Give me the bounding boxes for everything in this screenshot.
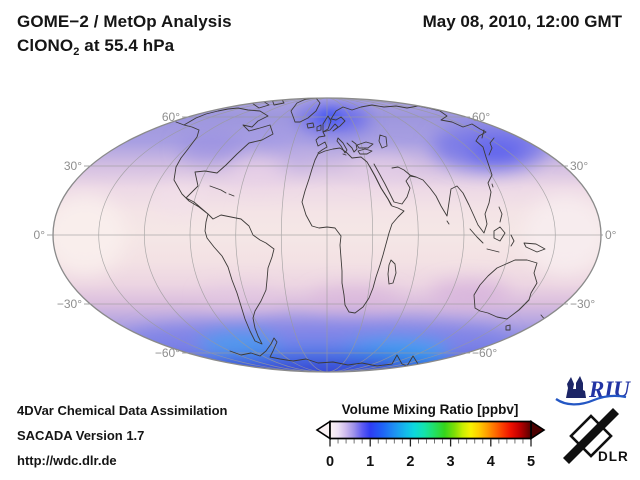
footer-line-url: http://wdc.dlr.de [17, 453, 117, 468]
dlr-arrow-icon [563, 408, 619, 464]
riu-wave-icon [555, 394, 627, 406]
plot-datetime: May 08, 2010, 12:00 GMT [422, 12, 622, 31]
colorbar-ticks [329, 439, 532, 447]
colorbar-gradient-bar [329, 420, 532, 440]
latitude-labels: 60° 30° 0° −30° −60° 60° 30° 0° −30° −60… [34, 110, 617, 360]
subscript-2: 2 [73, 46, 80, 58]
lat-label-right-30: 30° [570, 159, 588, 173]
lat-label-right-m60: −60° [472, 346, 497, 360]
colorbar-tick-0: 0 [326, 454, 334, 470]
colorbar-right-arrow [530, 420, 546, 440]
colorbar-left-arrow [315, 420, 331, 440]
dlr-logo: DLR [563, 408, 629, 464]
map-field [53, 98, 601, 372]
colorbar: Volume Mixing Ratio [ppbv] 0 1 2 3 4 5 [315, 402, 546, 470]
dlr-diamond-icon [569, 414, 613, 458]
dlr-logo-text: DLR [598, 449, 629, 464]
lat-label-left-30: 30° [64, 159, 82, 173]
colorbar-tick-2: 2 [406, 454, 414, 470]
lat-label-right-m30: −30° [570, 297, 595, 311]
colorbar-title: Volume Mixing Ratio [ppbv] [342, 402, 519, 417]
plot-title-block: GOME−2 / MetOp Analysis ClONO2 at 55.4 h… [17, 10, 232, 64]
lat-label-left-m60: −60° [155, 346, 180, 360]
colorbar-tick-5: 5 [527, 454, 535, 470]
colorbar-tick-3: 3 [447, 454, 455, 470]
colorbar-tick-1: 1 [366, 454, 374, 470]
plot-subtitle: ClONO2 at 55.4 hPa [17, 36, 175, 58]
lat-label-right-0: 0° [605, 228, 617, 242]
footer-line-assimilation: 4DVar Chemical Data Assimilation [17, 403, 228, 418]
riu-logo: RIU [555, 376, 631, 406]
riu-logo-text: RIU [588, 377, 631, 402]
riu-cathedral-icon [566, 376, 586, 398]
latitude-ticks [47, 116, 603, 354]
colorbar-tick-labels: 0 1 2 3 4 5 [326, 454, 535, 470]
lat-label-left-m30: −30° [57, 297, 82, 311]
lat-label-right-60: 60° [472, 110, 490, 124]
lat-label-left-60: 60° [162, 110, 180, 124]
concentration-blobs [53, 106, 601, 372]
footer-block: 4DVar Chemical Data Assimilation SACADA … [17, 398, 228, 473]
colorbar-tick-4: 4 [487, 454, 495, 470]
lat-label-left-0: 0° [34, 228, 46, 242]
footer-line-version: SACADA Version 1.7 [17, 428, 145, 443]
plot-title: GOME−2 / MetOp Analysis [17, 12, 232, 31]
